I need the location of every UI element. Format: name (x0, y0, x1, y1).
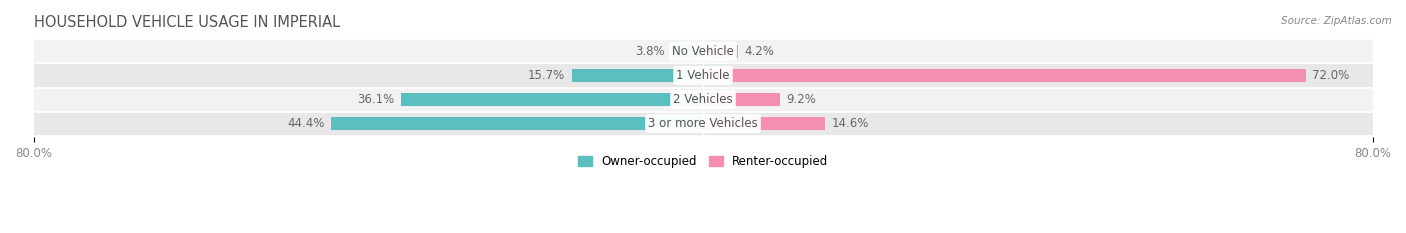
Text: 3 or more Vehicles: 3 or more Vehicles (648, 117, 758, 130)
Bar (703, 45, 738, 58)
Bar (34, 39, 1372, 63)
Text: 36.1%: 36.1% (357, 93, 394, 106)
Text: 14.6%: 14.6% (832, 117, 869, 130)
Text: 15.7%: 15.7% (527, 69, 565, 82)
Bar (34, 88, 1372, 112)
Legend: Owner-occupied, Renter-occupied: Owner-occupied, Renter-occupied (572, 150, 834, 172)
Bar (572, 69, 703, 82)
Bar (34, 63, 1372, 88)
Bar (703, 93, 780, 106)
Text: 72.0%: 72.0% (1312, 69, 1350, 82)
Text: Source: ZipAtlas.com: Source: ZipAtlas.com (1281, 16, 1392, 26)
Text: HOUSEHOLD VEHICLE USAGE IN IMPERIAL: HOUSEHOLD VEHICLE USAGE IN IMPERIAL (34, 15, 340, 30)
Text: 44.4%: 44.4% (287, 117, 325, 130)
Text: 4.2%: 4.2% (745, 45, 775, 58)
Bar (34, 112, 1372, 136)
Text: 3.8%: 3.8% (636, 45, 665, 58)
Text: No Vehicle: No Vehicle (672, 45, 734, 58)
Bar (401, 93, 703, 106)
Text: 2 Vehicles: 2 Vehicles (673, 93, 733, 106)
Bar (332, 117, 703, 130)
Text: 1 Vehicle: 1 Vehicle (676, 69, 730, 82)
Bar (671, 45, 703, 58)
Text: 9.2%: 9.2% (787, 93, 817, 106)
Bar (703, 69, 1306, 82)
Bar (703, 117, 825, 130)
